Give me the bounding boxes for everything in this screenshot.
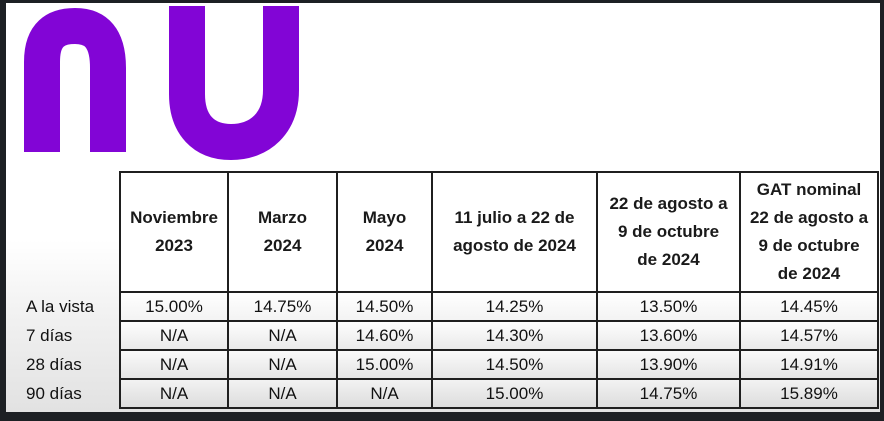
rate-cell: N/A [119,320,229,351]
rate-cell: 14.50% [336,291,433,322]
table-corner-cell [6,172,120,292]
rate-cell: 13.60% [596,320,741,351]
rate-cell: 14.30% [431,320,598,351]
column-header-noviembre-2023: Noviembre 2023 [119,171,229,293]
rate-cell: 15.00% [431,378,598,409]
column-header-11-julio-22-agosto: 11 julio a 22 de agosto de 2024 [431,171,598,293]
rate-cell: 14.60% [336,320,433,351]
rate-cell: 14.45% [739,291,879,322]
rate-cell: 14.57% [739,320,879,351]
row-label-28-dias: 28 días [26,354,82,374]
nu-logo-u-stroke [169,6,299,161]
row-label-a-la-vista: A la vista [26,296,95,316]
rate-cell: 13.50% [596,291,741,322]
table-header-row: Noviembre 2023 Marzo 2024 Mayo 2024 11 j… [6,171,879,293]
rate-cell: 15.00% [336,349,433,380]
nu-logo-icon [24,6,299,161]
interest-rates-table: Noviembre 2023 Marzo 2024 Mayo 2024 11 j… [6,171,879,409]
rate-cell: 15.00% [119,291,229,322]
rate-cell: N/A [119,349,229,380]
column-header-marzo-2024: Marzo 2024 [227,171,338,293]
nu-logo-n-stroke [24,7,126,152]
page-background: Noviembre 2023 Marzo 2024 Mayo 2024 11 j… [6,3,880,412]
table-row-a-la-vista: A la vista 15.00% 14.75% 14.50% 14.25% 1… [6,291,879,322]
rate-cell: 14.25% [431,291,598,322]
table-row-90-dias: 90 días N/A N/A N/A 15.00% 14.75% 15.89% [6,378,879,409]
rate-cell: 15.89% [739,378,879,409]
rate-cell: 14.75% [596,378,741,409]
row-label-90-dias: 90 días [26,383,82,403]
rate-cell: N/A [227,349,338,380]
rate-cell: 13.90% [596,349,741,380]
rate-cell: N/A [119,378,229,409]
rate-cell: N/A [227,378,338,409]
rate-cell: N/A [227,320,338,351]
table-row-28-dias: 28 días N/A N/A 15.00% 14.50% 13.90% 14.… [6,349,879,380]
column-header-mayo-2024: Mayo 2024 [336,171,433,293]
table-row-7-dias: 7 días N/A N/A 14.60% 14.30% 13.60% 14.5… [6,320,879,351]
row-label-7-dias: 7 días [26,325,73,345]
rate-cell: 14.75% [227,291,338,322]
rate-cell: 14.91% [739,349,879,380]
column-header-gat-nominal: GAT nominal 22 de agosto a 9 de octubre … [739,171,879,293]
rate-cell: 14.50% [431,349,598,380]
rate-cell: N/A [336,378,433,409]
column-header-22-agosto-9-octubre: 22 de agosto a 9 de octubre de 2024 [596,171,741,293]
